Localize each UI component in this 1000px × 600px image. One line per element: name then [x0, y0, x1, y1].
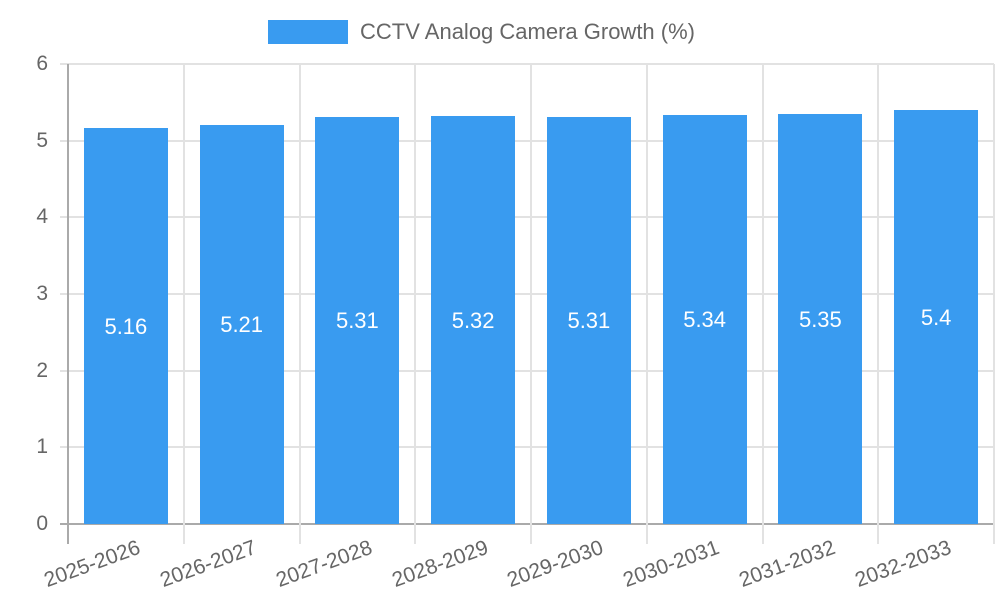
gridline-vertical [761, 64, 764, 544]
x-tick-label: 2031-2032 [735, 536, 839, 592]
x-tick-label: 2027-2028 [272, 536, 376, 592]
y-tick-label: 1 [36, 435, 48, 459]
bar-value-label: 5.16 [104, 314, 148, 340]
x-tick-label: 2032-2033 [851, 536, 954, 592]
gridline-horizontal [60, 293, 994, 295]
x-tick-label: 2030-2031 [620, 536, 723, 592]
bar-value-label: 5.32 [451, 308, 495, 334]
gridline-vertical [67, 64, 69, 544]
gridline-horizontal [60, 63, 994, 65]
bar-value-label: 5.31 [567, 308, 611, 334]
gridline-horizontal [60, 369, 994, 372]
bar-value-label: 5.31 [335, 308, 379, 334]
y-tick-label: 6 [36, 52, 48, 75]
bar-value-label: 5.35 [798, 306, 842, 332]
y-tick-label: 2 [36, 358, 48, 382]
bar[interactable]: 5.35 [778, 113, 863, 524]
gridline-vertical [298, 64, 301, 544]
gridline-vertical [645, 64, 648, 544]
bar[interactable]: 5.31 [315, 116, 400, 524]
y-tick-label: 0 [36, 512, 48, 535]
gridline-vertical [530, 64, 532, 544]
legend-label: CCTV Analog Camera Growth (%) [360, 19, 695, 44]
gridline-vertical [182, 64, 185, 544]
bar[interactable]: 5.21 [199, 124, 284, 524]
bar[interactable]: 5.32 [431, 116, 516, 524]
gridline-vertical [877, 64, 880, 544]
y-tick-label: 5 [36, 128, 48, 152]
bar[interactable]: 5.31 [546, 116, 631, 524]
x-tick-label: 2028-2029 [388, 536, 491, 592]
bar[interactable]: 5.16 [83, 128, 168, 524]
bar-value-label: 5.34 [683, 307, 727, 333]
x-tick-label: 2029-2030 [504, 536, 607, 592]
legend-swatch [268, 20, 348, 44]
bar[interactable]: 5.4 [894, 110, 979, 524]
gridline-horizontal [60, 216, 994, 219]
x-tick-label: 2026-2027 [157, 536, 260, 592]
gridline-horizontal [60, 139, 994, 142]
y-tick-label: 4 [36, 205, 48, 229]
bar-value-label: 5.4 [920, 305, 952, 330]
bar-value-label: 5.21 [220, 312, 264, 338]
bar[interactable]: 5.34 [662, 114, 747, 524]
y-tick-label: 3 [36, 282, 48, 305]
x-tick-label: 2025-2026 [41, 536, 144, 592]
legend[interactable]: CCTV Analog Camera Growth (%) [268, 19, 695, 45]
gridline-horizontal [60, 446, 994, 449]
gridline-vertical [993, 64, 995, 544]
gridline-vertical [414, 64, 417, 544]
gridline-horizontal [60, 523, 994, 525]
